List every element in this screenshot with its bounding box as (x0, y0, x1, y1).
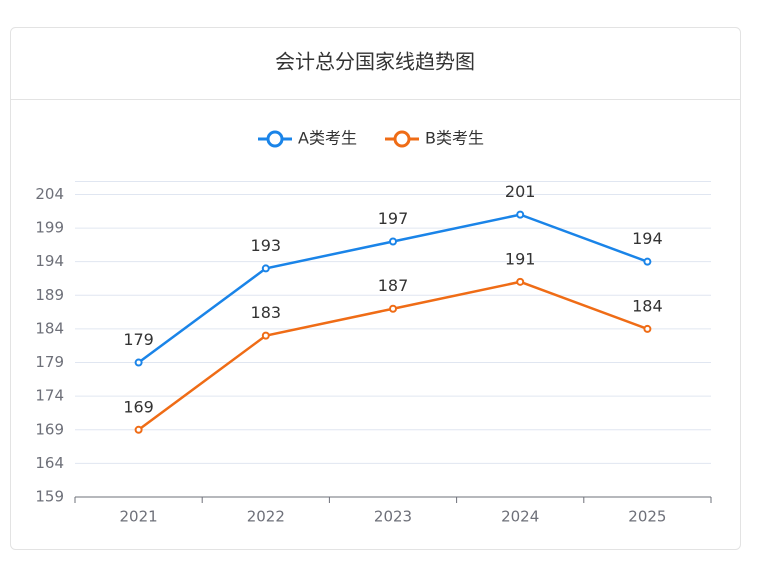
point (261, 331, 270, 340)
data-label: 169 (123, 397, 154, 416)
data-label: 184 (632, 296, 663, 315)
y-tick-label: 174 (35, 387, 64, 405)
y-tick-label: 169 (35, 420, 64, 438)
data-label: 193 (251, 236, 282, 255)
chart-title: 会计总分国家线趋势图 (275, 50, 475, 74)
y-tick-label: 189 (35, 286, 64, 304)
x-tick-label: 2021 (120, 508, 158, 526)
point (389, 237, 397, 246)
card (10, 27, 741, 550)
data-label: 194 (632, 229, 663, 248)
x-tick-label: 2022 (247, 508, 285, 526)
x-tick-label: 2023 (374, 508, 412, 526)
point (134, 358, 143, 367)
y-tick-label: 204 (35, 185, 64, 203)
point (643, 257, 652, 266)
data-label: 183 (251, 303, 282, 322)
y-tick-label: 179 (35, 353, 64, 371)
data-label: 187 (378, 276, 409, 295)
y-tick-label: 159 (35, 488, 64, 506)
x-tick-label: 2024 (501, 508, 539, 526)
legend-label: A类考生 (298, 129, 357, 148)
x-tick-label: 2025 (628, 508, 666, 526)
legend-label: B类考生 (425, 129, 484, 148)
y-tick-label: 164 (35, 454, 64, 472)
data-label: 197 (378, 209, 409, 228)
point (134, 425, 143, 434)
legend-marker (393, 130, 411, 148)
y-tick-label: 199 (35, 219, 64, 237)
point (516, 210, 525, 219)
point (643, 324, 652, 333)
y-tick-label: 184 (35, 319, 64, 337)
legend-marker (266, 130, 284, 148)
point (389, 304, 397, 313)
y-tick-label: 194 (35, 252, 64, 270)
data-label: 179 (123, 330, 154, 349)
point (516, 277, 525, 286)
data-label: 191 (505, 249, 536, 268)
point (261, 264, 270, 273)
data-label: 201 (505, 182, 536, 201)
